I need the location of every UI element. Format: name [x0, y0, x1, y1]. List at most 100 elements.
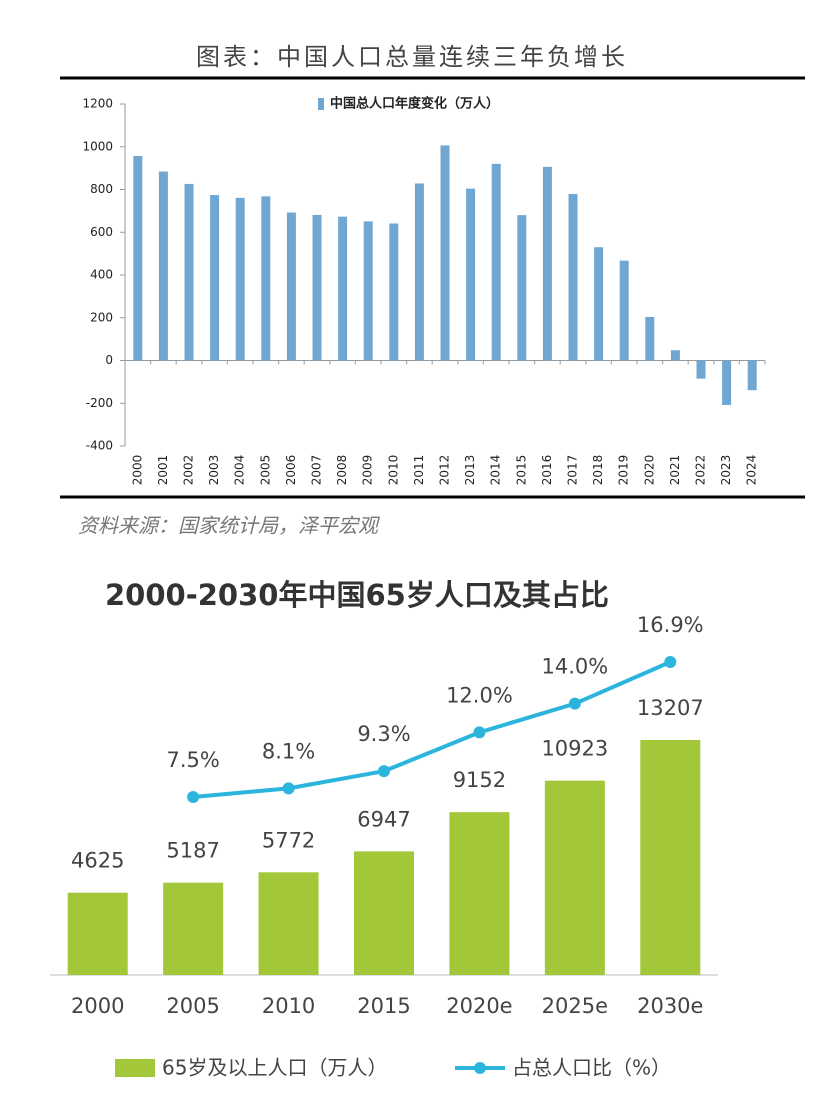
x-tick-label: 2008 [335, 455, 349, 486]
bar [440, 145, 450, 361]
y-tick-label: -200 [86, 396, 113, 410]
x-tick-label: 2013 [463, 455, 477, 486]
bar-value-label: 6947 [357, 807, 410, 831]
bar [670, 350, 680, 361]
bar [491, 163, 501, 361]
chart-title: 图表：中国人口总量连续三年负增长 [196, 43, 628, 71]
bar [568, 193, 578, 361]
bar [696, 360, 706, 379]
x-tick-label: 2021 [668, 455, 682, 486]
y-tick-label: 400 [90, 268, 113, 282]
bar [286, 212, 296, 361]
legend-label: 中国总人口年度变化（万人） [330, 96, 499, 112]
bar [163, 882, 224, 975]
x-tick-label: 2023 [719, 455, 733, 486]
line-value-label: 16.9% [637, 613, 704, 637]
bar [158, 171, 168, 361]
bar [640, 740, 701, 975]
bar [389, 223, 399, 361]
y-tick-label: 200 [90, 310, 113, 324]
x-tick-label: 2018 [591, 455, 605, 486]
source-note: 资料来源：国家统计局，泽平宏观 [78, 514, 380, 538]
bar [414, 183, 424, 361]
bar [312, 214, 322, 361]
x-tick-label: 2005 [166, 994, 219, 1018]
y-tick-label: -400 [86, 439, 113, 453]
bar [184, 183, 194, 361]
legend-swatch [318, 98, 324, 110]
x-tick-label: 2011 [412, 455, 426, 486]
line-value-label: 7.5% [166, 748, 219, 772]
bar [645, 316, 655, 361]
line-point [187, 791, 200, 803]
bar [466, 188, 476, 361]
bar-value-label: 9152 [453, 768, 506, 792]
x-tick-label: 2015 [514, 455, 528, 486]
x-tick-label: 2030e [637, 994, 703, 1018]
x-tick-label: 2022 [694, 455, 708, 486]
x-tick-label: 2005 [258, 455, 272, 486]
bar [261, 196, 271, 361]
legend-swatch [474, 1062, 486, 1074]
bar [338, 216, 348, 361]
x-tick-label: 2010 [386, 455, 400, 486]
x-tick-label: 2019 [617, 455, 631, 486]
bar [619, 260, 629, 361]
bar [449, 812, 510, 975]
x-tick-label: 2014 [489, 455, 503, 486]
line-value-label: 12.0% [446, 683, 513, 707]
x-tick-label: 2025e [542, 994, 608, 1018]
y-tick-label: 1000 [82, 139, 113, 153]
x-tick-label: 2010 [262, 994, 315, 1018]
bar-value-label: 10923 [541, 737, 608, 761]
x-tick-label: 2020e [446, 994, 512, 1018]
line-point [664, 656, 677, 668]
bar [594, 247, 604, 361]
y-tick-label: 600 [90, 225, 113, 239]
x-tick-label: 2000 [130, 455, 144, 486]
line-point [378, 765, 390, 778]
chart-title: 2000-2030年中国65岁人口及其占比 [105, 578, 609, 612]
x-tick-label: 2016 [540, 455, 554, 486]
bar [517, 215, 527, 361]
line-value-label: 14.0% [541, 655, 608, 679]
bar [258, 872, 319, 975]
line [192, 660, 672, 799]
bar [354, 851, 414, 975]
bar-value-label: 5772 [262, 828, 315, 852]
legend-label: 65岁及以上人口（万人） [162, 1056, 387, 1080]
bar-value-label: 4625 [71, 849, 124, 873]
x-tick-label: 2015 [357, 994, 410, 1018]
bar [235, 197, 245, 361]
x-tick-label: 2003 [207, 455, 221, 486]
x-tick-label: 2017 [566, 455, 580, 486]
line-value-label: 9.3% [357, 722, 410, 746]
x-tick-label: 2009 [361, 455, 375, 486]
y-tick-label: 0 [105, 353, 113, 367]
line-point [282, 782, 295, 795]
bar [210, 195, 220, 361]
x-tick-label: 2024 [745, 455, 759, 486]
x-tick-label: 2020 [642, 455, 656, 486]
bar [747, 360, 757, 391]
x-tick-label: 2002 [182, 455, 196, 486]
x-tick-label: 2004 [233, 455, 247, 486]
x-tick-label: 2007 [310, 455, 324, 486]
y-tick-label: 800 [90, 182, 113, 196]
x-tick-label: 2006 [284, 455, 298, 486]
bar [542, 166, 552, 361]
line-point [473, 726, 486, 739]
bar [722, 360, 732, 405]
bar [363, 221, 373, 361]
legend-swatch [115, 1059, 155, 1077]
bar-value-label: 5187 [166, 839, 219, 863]
line-value-label: 8.1% [262, 739, 315, 763]
bar [67, 892, 128, 975]
legend-label: 占总人口比（%） [512, 1056, 671, 1080]
x-tick-label: 2000 [71, 994, 124, 1018]
line-point [568, 697, 581, 710]
bar-value-label: 13207 [637, 696, 704, 720]
bar [544, 780, 605, 975]
x-tick-label: 2001 [156, 455, 170, 486]
